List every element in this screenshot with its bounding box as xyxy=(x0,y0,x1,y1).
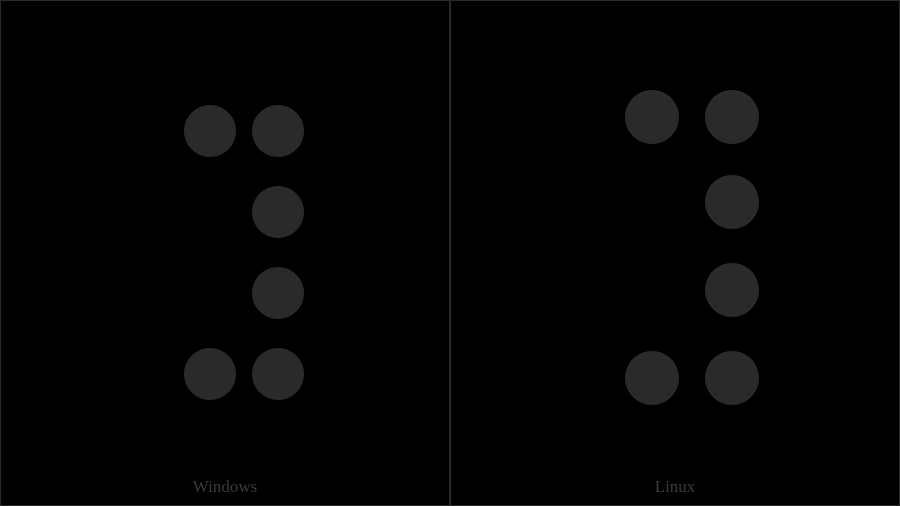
panel-label: Windows xyxy=(193,477,257,497)
panel-linux: Linux xyxy=(450,0,900,506)
panels-container: Windows Linux xyxy=(0,0,900,506)
panel-windows: Windows xyxy=(0,0,450,506)
braille-dot xyxy=(705,263,759,317)
braille-dot xyxy=(252,267,304,319)
braille-dot xyxy=(252,348,304,400)
braille-dot xyxy=(625,351,679,405)
braille-dot xyxy=(252,105,304,157)
braille-dot xyxy=(625,90,679,144)
glyph-linux xyxy=(585,83,765,423)
panel-label: Linux xyxy=(655,477,696,497)
braille-dot xyxy=(252,186,304,238)
glyph-windows xyxy=(135,83,315,423)
braille-dot xyxy=(705,90,759,144)
braille-dot xyxy=(705,175,759,229)
braille-dot xyxy=(705,351,759,405)
braille-dot xyxy=(184,105,236,157)
braille-dot xyxy=(184,348,236,400)
